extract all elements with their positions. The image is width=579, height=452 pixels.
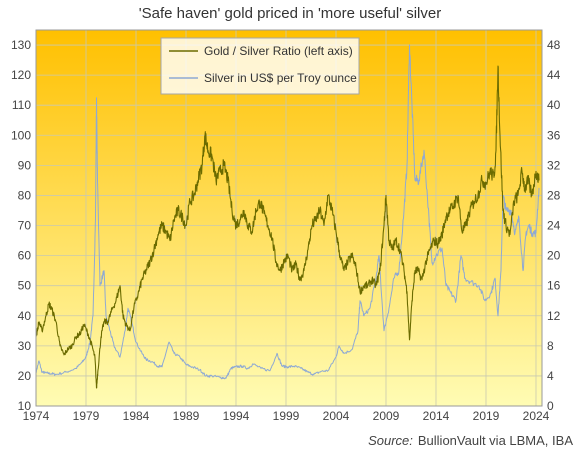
x-tick-label: 1989 — [173, 409, 200, 423]
y-left-tick-label: 90 — [18, 158, 32, 172]
legend-label-ratio: Gold / Silver Ratio (left axis) — [204, 44, 353, 58]
x-tick-label: 1979 — [73, 409, 100, 423]
y-left-tick-label: 20 — [18, 369, 32, 383]
y-left-tick-label: 70 — [18, 219, 32, 233]
chart-title: 'Safe haven' gold priced in 'more useful… — [139, 5, 441, 22]
y-right-tick-label: 28 — [547, 188, 561, 202]
source-note: Source: BullionVault via LBMA, IBA — [368, 433, 573, 448]
series-layer — [35, 44, 540, 389]
source-label: Source: — [368, 433, 413, 448]
x-tick-label: 2009 — [373, 409, 400, 423]
y-left-tick-labels: 10 20 30 40 50 60 70 80 90 100 110 120 130 — [11, 38, 31, 413]
x-tick-label: 1974 — [23, 409, 50, 423]
x-tick-label: 1984 — [123, 409, 150, 423]
x-tick-label: 1994 — [223, 409, 250, 423]
y-left-tick-label: 50 — [18, 279, 32, 293]
y-left-tick-label: 30 — [18, 339, 32, 353]
y-right-tick-label: 16 — [547, 279, 561, 293]
legend-box — [160, 37, 360, 95]
gridlines — [35, 30, 542, 407]
x-tick-label: 2004 — [323, 409, 350, 423]
y-right-tick-label: 48 — [547, 38, 561, 52]
y-right-tick-label: 40 — [547, 98, 561, 112]
source-text: BullionVault via LBMA, IBA — [418, 433, 573, 448]
y-right-tick-label: 4 — [547, 369, 554, 383]
x-tick-labels: 1974 1979 1984 1989 1994 1999 2004 2009 2014 2019… — [23, 409, 550, 423]
y-right-tick-label: 44 — [547, 68, 561, 82]
y-right-tick-label: 0 — [547, 399, 554, 413]
y-left-tick-label: 110 — [12, 98, 31, 112]
y-left-tick-label: 60 — [18, 249, 32, 263]
x-tick-label: 2024 — [523, 409, 550, 423]
y-left-tick-label: 40 — [18, 309, 32, 323]
y-right-tick-label: 36 — [547, 128, 561, 142]
plot-frame — [35, 29, 543, 407]
legend-label-silver: Silver in US$ per Troy ounce — [204, 71, 357, 85]
legend: Gold / Silver Ratio (left axis) Silver i… — [160, 37, 360, 95]
y-right-tick-label: 8 — [547, 339, 554, 353]
x-tick-label: 2014 — [423, 409, 450, 423]
series-line-ratio — [35, 65, 540, 389]
y-right-tick-label: 24 — [547, 219, 561, 233]
y-left-tick-label: 120 — [11, 68, 31, 82]
y-left-tick-label: 80 — [18, 188, 32, 202]
x-tick-label: 1999 — [273, 409, 300, 423]
y-right-tick-label: 12 — [547, 309, 561, 323]
x-tick-label: 2019 — [473, 409, 500, 423]
y-right-tick-label: 20 — [547, 249, 561, 263]
y-right-tick-label: 32 — [547, 158, 561, 172]
y-left-tick-label: 100 — [11, 128, 31, 142]
y-left-tick-label: 130 — [11, 38, 31, 52]
y-left-tick-label: 10 — [18, 399, 32, 413]
